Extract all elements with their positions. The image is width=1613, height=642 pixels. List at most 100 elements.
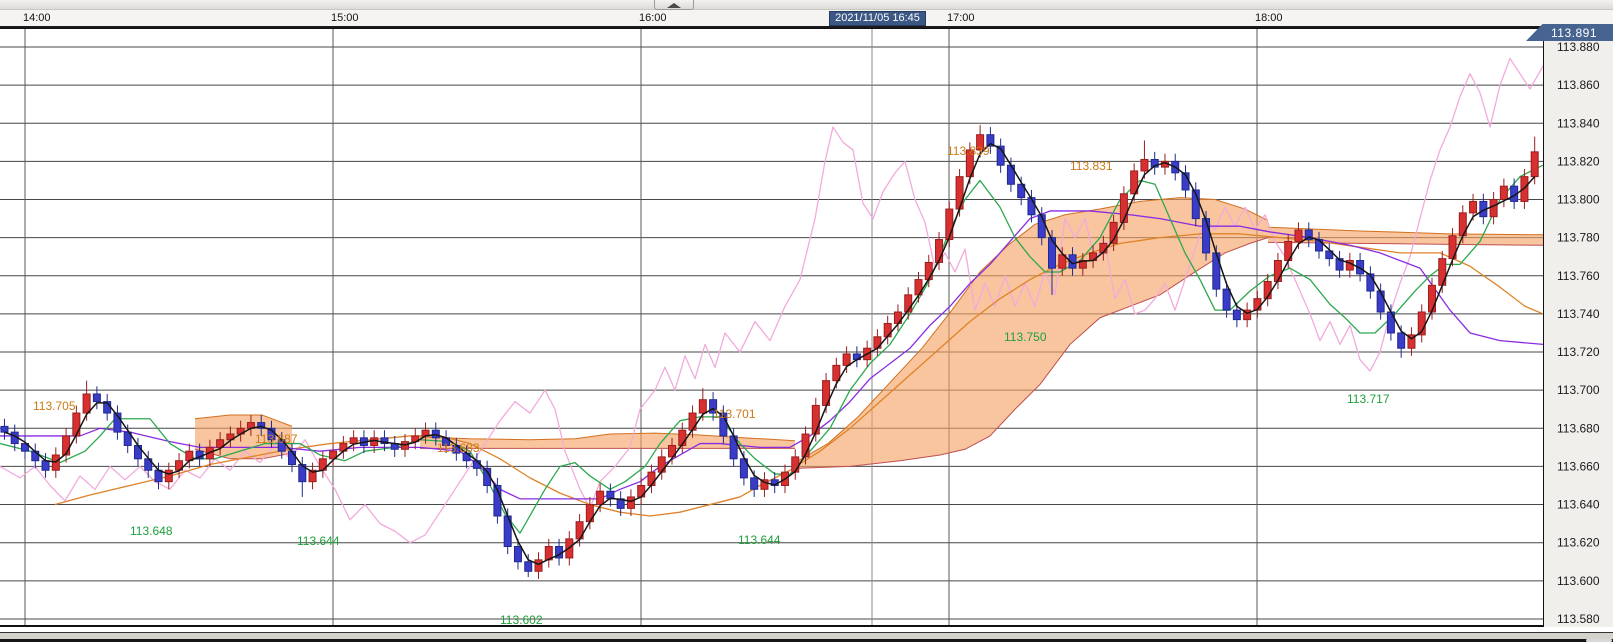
candle-body	[904, 294, 913, 313]
senkou-b-line	[1267, 241, 1543, 246]
candle	[1520, 169, 1529, 210]
candle-body	[1427, 284, 1436, 313]
top-scrollbar[interactable]	[0, 0, 1613, 10]
candle-body	[1119, 193, 1128, 223]
swing-low-label: 113.750	[1004, 330, 1047, 344]
senkou-b-line	[794, 237, 1269, 469]
collapse-up-button[interactable]	[654, 0, 694, 10]
time-axis-label: 15:00	[331, 12, 359, 24]
candle-body	[1273, 260, 1282, 282]
price-axis-label: 113.700	[1557, 383, 1600, 397]
candle	[1325, 243, 1334, 267]
candle-body	[1202, 218, 1211, 254]
swing-high-label: 113.687	[255, 432, 298, 446]
plot-background	[0, 28, 1543, 625]
candle-body	[1397, 332, 1406, 349]
candle	[1243, 302, 1252, 328]
candle-body	[41, 460, 50, 471]
candle	[1119, 186, 1128, 231]
swing-low-label: 113.648	[130, 524, 173, 538]
kumo-cloud	[420, 433, 795, 449]
candle-body	[1140, 158, 1149, 172]
candle-body	[986, 134, 995, 147]
swing-high-label: 113.705	[33, 399, 76, 413]
candle-body	[1325, 250, 1334, 260]
candle-body	[924, 261, 933, 281]
candle	[1366, 266, 1375, 299]
candle-body	[308, 469, 317, 483]
candle-body	[1520, 176, 1529, 202]
candle-body	[370, 437, 379, 446]
candle	[92, 386, 101, 410]
candle-body	[1294, 229, 1303, 242]
candle	[1068, 247, 1077, 276]
candle	[62, 428, 71, 463]
candle	[842, 346, 851, 374]
candle-body	[811, 404, 820, 435]
candle-body	[21, 443, 29, 452]
time-axis-label: 16:00	[639, 12, 667, 24]
kumo-cloud	[1268, 227, 1543, 246]
ma-line-green	[0, 164, 1543, 534]
candle-body	[647, 471, 656, 486]
price-axis-label: 113.880	[1557, 40, 1600, 54]
candlestick-chart[interactable]: 113.705 113.687 113.683 113.701 113.839 113.8…	[0, 28, 1613, 642]
candle	[760, 472, 769, 497]
candle-body	[288, 450, 297, 466]
candle-body	[1438, 258, 1447, 286]
candle	[1304, 222, 1313, 248]
candle	[308, 462, 317, 490]
ma-line-pink	[0, 57, 1543, 544]
candle-body	[657, 456, 666, 473]
bottom-splitter-strip	[0, 633, 1613, 639]
price-axis-label: 113.800	[1557, 193, 1600, 207]
current-price-marker: 113.891	[1526, 24, 1613, 41]
price-axis-label: 113.780	[1557, 231, 1600, 245]
candle	[329, 443, 338, 467]
price-axis-label: 113.580	[1557, 612, 1600, 626]
candle-body	[1017, 183, 1026, 199]
candle	[164, 462, 173, 490]
price-axis-label: 113.840	[1557, 116, 1600, 130]
ma-line-purple	[0, 210, 1543, 500]
candle	[1499, 178, 1508, 208]
candle-body	[257, 422, 266, 429]
candle-body	[1469, 200, 1478, 214]
ma-line-black	[4, 142, 1536, 566]
swing-low-label: 113.644	[738, 533, 781, 547]
candle-body	[750, 477, 759, 490]
candle-body	[472, 460, 481, 469]
senkou-a-line	[1267, 226, 1543, 236]
swing-low-label: 113.644	[297, 534, 340, 548]
candle-body	[1212, 252, 1221, 290]
candle	[811, 397, 820, 442]
price-axis-label: 113.740	[1557, 307, 1600, 321]
swing-high-label: 113.683	[437, 441, 480, 455]
candle-body	[1243, 309, 1252, 321]
candle-body	[1150, 158, 1159, 168]
candle-body	[1407, 334, 1416, 349]
candle	[524, 554, 533, 578]
price-axis-label: 113.620	[1557, 536, 1600, 550]
candle-body	[596, 490, 605, 506]
candle	[216, 432, 225, 455]
bottom-scrollbar-thumb[interactable]	[1586, 639, 1612, 642]
candle	[1150, 151, 1159, 175]
candle	[1202, 210, 1211, 261]
candle-body	[123, 431, 132, 446]
swing-low-label: 113.602	[500, 613, 543, 627]
candle	[1407, 327, 1416, 356]
candle-body	[1232, 309, 1241, 321]
candle	[986, 127, 995, 154]
candle	[21, 435, 29, 459]
candle	[113, 405, 122, 440]
candle-body	[955, 176, 964, 210]
candle-body	[1058, 254, 1067, 269]
swing-high-label: 113.831	[1070, 159, 1113, 173]
price-axis-label: 113.760	[1557, 269, 1600, 283]
candle	[626, 489, 635, 516]
candle	[257, 414, 266, 436]
candle-body	[380, 437, 389, 445]
candle	[945, 201, 954, 248]
candle-body	[1130, 170, 1139, 195]
